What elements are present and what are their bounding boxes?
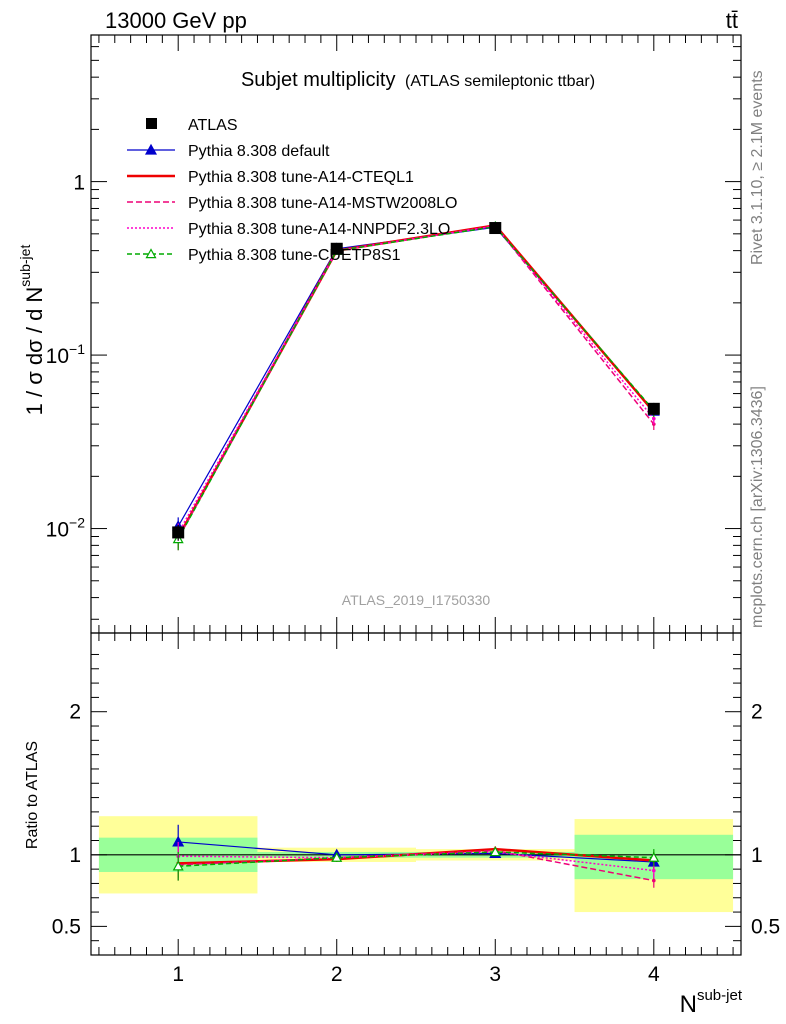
y-axis-label: 1 / σ dσ / d Nsub-jet [17,245,47,416]
analysis-tag: ATLAS_2019_I1750330 [342,592,491,608]
rivet-label: Rivet 3.1.10, ≥ 2.1M events [749,70,766,265]
x-axis-label-sup: sub-jet [697,987,743,1004]
ratio-y-tick-label: 1 [69,844,81,867]
ratio-point-cuetp8s1 [648,851,660,862]
legend-label: Pythia 8.308 tune-A14-CTEQL1 [188,169,414,186]
point-nnpdf [652,416,656,421]
legend: ATLAS Pythia 8.308 default Pythia 8.308 tu… [127,117,457,264]
x-axis-label-main: N [680,991,697,1018]
ratio-y-tick-label-right: 0.5 [751,915,780,938]
chart-subtitle: (ATLAS semileptonic ttbar) [405,73,595,90]
legend-label: Pythia 8.308 default [188,143,330,160]
y-axis-label-sup: sub-jet [17,245,33,287]
series-line-mstw [177,225,655,539]
ratio-y-tick-label-right: 1 [751,844,763,867]
mcplots-label: mcplots.cern.ch [arXiv:1306.3436] [749,386,766,628]
point-mstw [652,422,656,426]
main-panel: 10−210−11 [46,34,742,634]
series-line-nnpdf [177,225,655,534]
ratio-line-nnpdf [178,851,654,872]
x-tick-label: 4 [648,963,660,986]
ratio-point-cuetp8s1 [172,860,184,871]
ratio-y-tick-label: 0.5 [52,915,81,938]
y-tick-label: 10−1 [46,341,86,368]
ratio-line-cuetp8s1 [178,851,654,868]
ratio-point-mstw [652,878,656,883]
chart-title: Subjet multiplicity [241,69,396,91]
ratio-frame [90,632,742,956]
ratio-point-nnpdf [652,868,656,873]
x-tick-label: 2 [331,963,343,986]
legend-marker-cuetp8s1 [145,248,157,259]
y-tick-label-exp: −1 [69,341,85,357]
x-tick-label: 3 [489,963,501,986]
data-point [330,242,343,255]
legend-marker-default [144,143,158,155]
legend-label: Pythia 8.308 tune-CUETP8S1 [188,247,401,264]
series-line-cteql1 [177,223,655,538]
energy-label: 13000 GeV pp [105,8,247,33]
ratio-point-cuetp8s1 [331,851,343,862]
ratio-point-cuetp8s1 [489,846,501,857]
y-tick-label-base: 1 [73,172,85,195]
y-tick-label-base: 10 [46,519,69,542]
y-tick-label: 1 [73,172,85,195]
legend-label: ATLAS [188,117,238,134]
x-tick-label: 1 [172,963,184,986]
data-point [647,402,660,415]
ratio-panel: 0.5 0.5 1 1 2 2 1 2 3 4 [52,632,780,986]
process-label: tt̄ [726,8,738,33]
x-axis-label: Nsub-jet [680,987,743,1018]
series-line-default [177,226,655,527]
chart-title-line: Subjet multiplicity (ATLAS semileptonic … [241,69,595,91]
data-point [172,526,185,539]
ratio-y-tick-label-right: 2 [751,701,763,724]
series-line-cuetp8s1 [177,225,655,540]
ratio-y-axis-label: Ratio to ATLAS [24,741,41,849]
y-axis-label-main: 1 / σ dσ / d N [22,287,47,416]
legend-label: Pythia 8.308 tune-A14-MSTW2008LO [188,195,457,212]
ratio-y-tick-label: 2 [69,701,81,724]
y-tick-label: 10−2 [46,515,86,542]
data-point [489,222,502,235]
legend-label: Pythia 8.308 tune-A14-NNPDF2.3LO [188,221,450,238]
y-tick-label-base: 10 [46,345,69,368]
legend-marker-data [146,118,157,129]
y-tick-label-exp: −2 [69,515,85,531]
